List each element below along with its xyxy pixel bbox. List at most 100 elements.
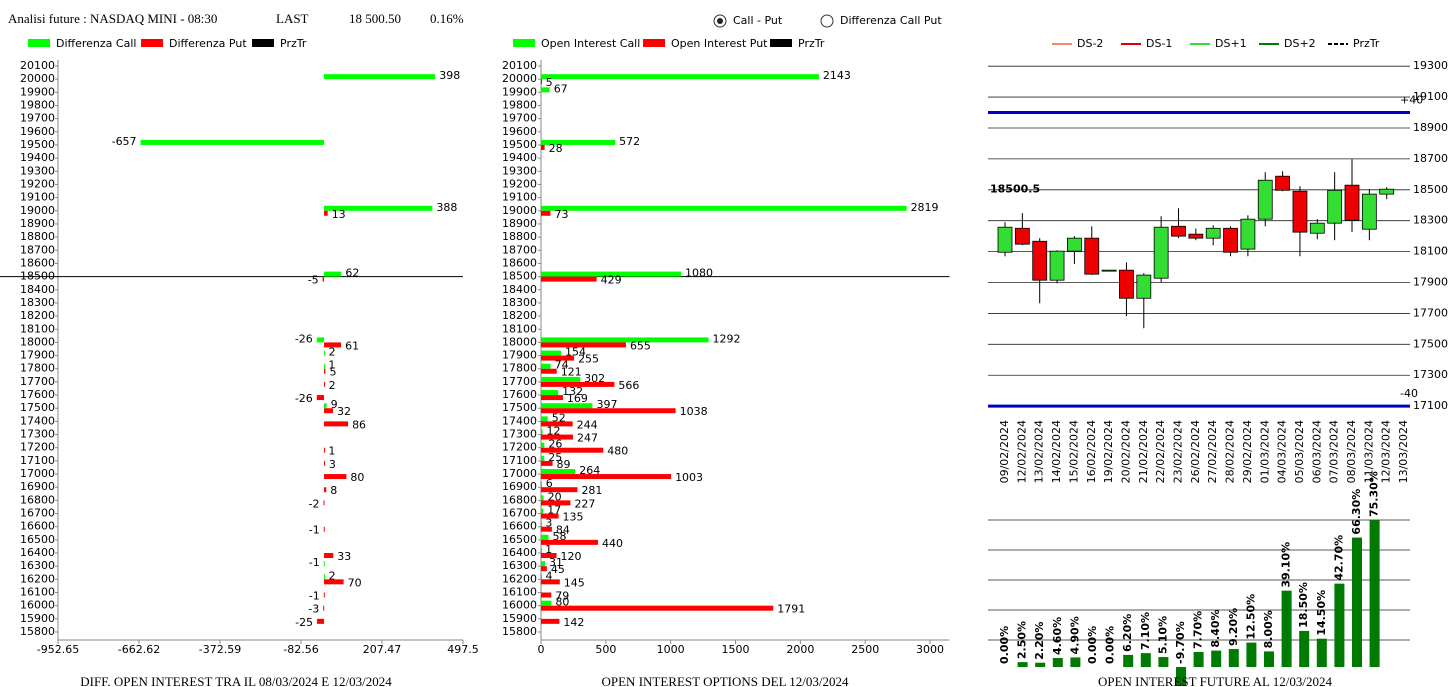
y-tick-label: 15800 xyxy=(20,625,55,638)
bar xyxy=(324,381,326,387)
bar xyxy=(541,495,544,501)
data-label: 2 xyxy=(329,346,336,359)
data-label: 4 xyxy=(546,569,553,582)
x-tick-label: 01/03/2024 xyxy=(1258,420,1271,483)
y-tick-label: 19900 xyxy=(20,85,55,98)
data-label: 1080 xyxy=(685,267,713,280)
last-price-label: 18500.5 xyxy=(990,183,1040,196)
x-tick-label: 20/02/2024 xyxy=(1119,420,1132,483)
bar xyxy=(323,605,325,611)
data-label: 120 xyxy=(561,550,582,563)
bar xyxy=(324,271,342,277)
bar xyxy=(1193,651,1204,667)
candle-body xyxy=(1067,237,1082,252)
bar xyxy=(324,447,326,453)
candle-body xyxy=(1136,274,1152,299)
y-tick-label: 18300 xyxy=(1413,214,1448,227)
y-tick-label: 16100 xyxy=(502,586,537,599)
data-label: 2 xyxy=(329,379,336,392)
x-tick-label: 19/02/2024 xyxy=(1102,420,1115,483)
x-tick-label: 26/02/2024 xyxy=(1189,420,1202,483)
y-tick-label: 17400 xyxy=(502,414,537,427)
x-tick-label: 06/03/2024 xyxy=(1310,420,1323,483)
y-tick-label: 17100 xyxy=(502,454,537,467)
data-label: -3 xyxy=(308,603,319,616)
bar xyxy=(541,447,604,453)
bar xyxy=(324,74,436,80)
data-label: 70 xyxy=(348,576,362,589)
bar xyxy=(541,337,709,343)
data-label: 12 xyxy=(547,425,561,438)
radio-circle xyxy=(820,14,834,28)
bar xyxy=(324,574,326,580)
x-tick-label: -662.62 xyxy=(118,643,160,656)
bar xyxy=(1176,667,1186,686)
y-tick-label: 19200 xyxy=(20,177,55,190)
bar xyxy=(324,368,326,374)
y-tick-label: 19100 xyxy=(502,191,537,204)
data-label: 2.20% xyxy=(1033,622,1046,660)
bar xyxy=(323,526,325,532)
y-tick-label: 19300 xyxy=(20,164,55,177)
y-tick-label: 19900 xyxy=(502,85,537,98)
y-tick-label: 18800 xyxy=(502,230,537,243)
y-tick-label: 19800 xyxy=(502,98,537,111)
data-label: -26 xyxy=(295,392,313,405)
y-tick-label: 17000 xyxy=(502,467,537,480)
candle-body xyxy=(1292,190,1308,233)
data-label: 62 xyxy=(345,267,359,280)
data-label: 121 xyxy=(561,366,582,379)
legend-label: DS+2 xyxy=(1284,37,1316,50)
y-tick-label: 17900 xyxy=(20,349,55,362)
radio-option[interactable]: Call - Put xyxy=(713,14,783,28)
bar xyxy=(541,276,597,282)
bar xyxy=(322,276,325,282)
data-label: 6.20% xyxy=(1121,614,1134,652)
data-label: 39.10% xyxy=(1280,542,1293,588)
bar xyxy=(324,421,349,427)
data-label: 66.30% xyxy=(1350,489,1363,535)
candle-body xyxy=(1309,222,1325,234)
bar xyxy=(541,363,551,369)
data-label: -1 xyxy=(309,524,320,537)
x-tick-label: 0 xyxy=(538,643,545,656)
x-tick-label: 27/02/2024 xyxy=(1206,420,1219,483)
data-label: 566 xyxy=(618,379,639,392)
radio-option[interactable]: Differenza Call Put xyxy=(820,14,942,28)
y-tick-label: 17700 xyxy=(20,375,55,388)
candle-body xyxy=(1153,226,1169,279)
x-tick-label: 14/02/2024 xyxy=(1050,420,1063,483)
data-label: 79 xyxy=(555,590,569,603)
bar xyxy=(541,574,542,580)
bar xyxy=(541,605,774,611)
y-tick-label: 17800 xyxy=(20,362,55,375)
y-tick-label: 19700 xyxy=(502,112,537,125)
x-tick-label: 15/02/2024 xyxy=(1067,420,1080,483)
bar xyxy=(1264,651,1274,667)
legend-swatch xyxy=(643,39,665,47)
data-label: 255 xyxy=(578,353,599,366)
x-tick-label: 12/02/2024 xyxy=(1015,420,1028,483)
data-label: 42.70% xyxy=(1332,535,1345,581)
data-label: 74 xyxy=(555,359,569,372)
bar xyxy=(324,553,334,559)
data-label: 2819 xyxy=(911,201,939,214)
title: Analisi future : NASDAQ MINI - 08:30 xyxy=(8,11,217,26)
legend-label: Differenza Call xyxy=(56,37,136,50)
data-label: 244 xyxy=(577,418,598,431)
data-label: 135 xyxy=(563,511,584,524)
bar xyxy=(541,408,676,414)
data-label: -26 xyxy=(295,332,313,345)
bar xyxy=(541,508,544,514)
bar xyxy=(541,455,545,461)
bar xyxy=(541,534,549,540)
x-tick-label: 500 xyxy=(595,643,616,656)
data-label: 4.60% xyxy=(1051,617,1064,655)
y-tick-label: 16900 xyxy=(502,480,537,493)
bar xyxy=(541,474,672,480)
data-label: 281 xyxy=(581,484,602,497)
data-label: 0.00% xyxy=(1086,626,1099,664)
data-label: -9.70% xyxy=(1174,621,1187,664)
y-tick-label: 17800 xyxy=(502,362,537,375)
x-tick-label: -952.65 xyxy=(37,643,79,656)
